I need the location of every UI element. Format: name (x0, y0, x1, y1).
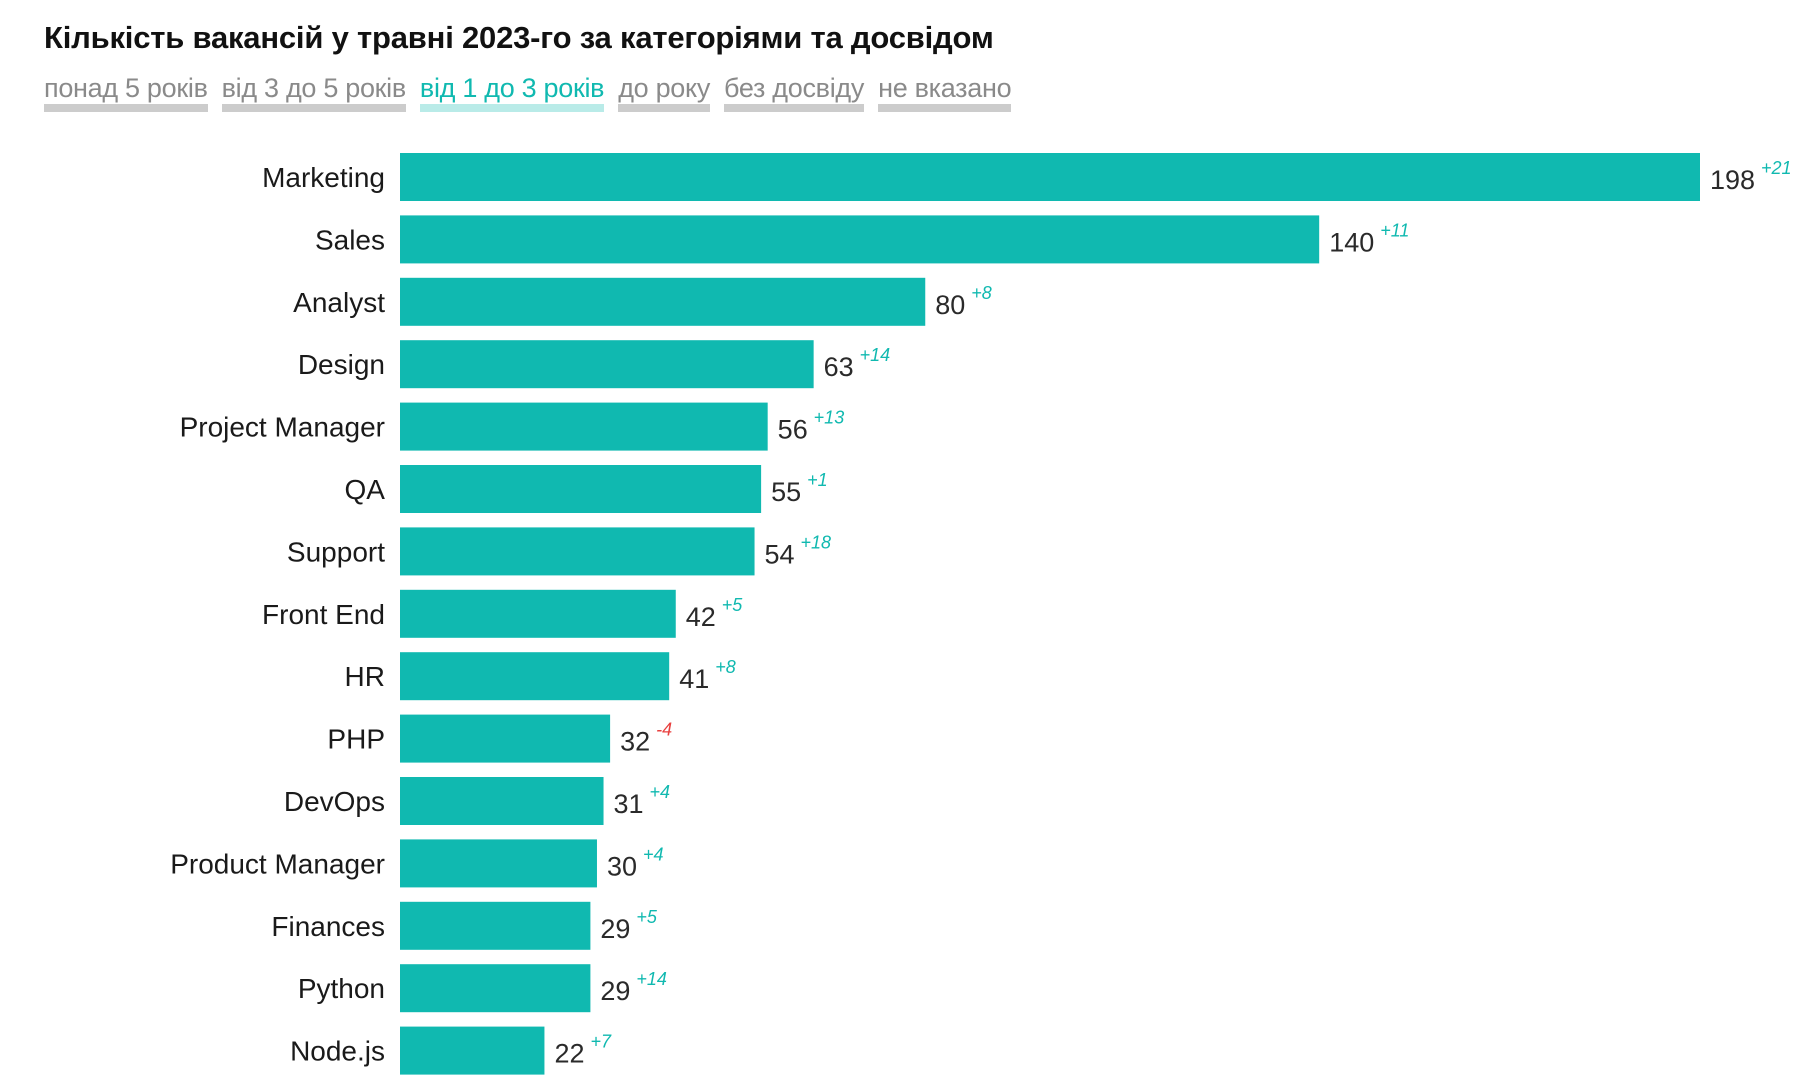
bar-php (400, 714, 611, 763)
category-label: DevOps (284, 786, 385, 817)
chart-title: Кількість вакансій у травні 2023-го за к… (44, 20, 994, 55)
bar-design (400, 340, 814, 389)
value-label: 32 (620, 727, 650, 757)
tab-1-to-3-years[interactable]: від 1 до 3 років (419, 74, 605, 113)
value-label: 22 (554, 1039, 584, 1069)
bar-node-js (400, 1026, 545, 1075)
value-label: 31 (614, 789, 644, 819)
value-label: 140 (1329, 227, 1374, 257)
bar-product-manager (400, 839, 597, 888)
category-label: Project Manager (180, 412, 385, 443)
delta-label: +14 (860, 345, 891, 365)
value-label: 42 (686, 602, 716, 632)
delta-label: +1 (807, 470, 828, 490)
delta-label: +8 (971, 283, 992, 303)
category-label: Analyst (293, 287, 385, 318)
experience-tabs: понад 5 років від 3 до 5 років від 1 до … (44, 74, 1012, 113)
value-label: 80 (935, 290, 965, 320)
delta-label: +21 (1761, 158, 1792, 178)
category-label: HR (345, 661, 385, 692)
bar-marketing (400, 153, 1700, 201)
tab-over-5-years[interactable]: понад 5 років (44, 74, 208, 113)
tab-under-1-year[interactable]: до року (618, 74, 710, 113)
bar-qa (400, 465, 762, 513)
delta-label: +14 (636, 969, 667, 989)
tab-no-experience[interactable]: без досвіду (724, 74, 864, 113)
category-label: Node.js (290, 1036, 385, 1067)
category-label: PHP (327, 724, 385, 755)
category-label: Design (298, 349, 385, 380)
bar-analyst (400, 277, 926, 326)
category-label: Marketing (262, 162, 385, 193)
category-label: Product Manager (170, 848, 385, 879)
category-label: QA (345, 474, 386, 505)
bar-support (400, 527, 755, 576)
category-label: Python (298, 973, 385, 1004)
value-label: 63 (824, 352, 854, 382)
value-label: 56 (778, 415, 808, 445)
value-label: 55 (771, 477, 801, 507)
bar-python (400, 964, 591, 1013)
bar-hr (400, 652, 670, 701)
value-label: 41 (679, 664, 709, 694)
delta-label: +5 (636, 907, 658, 927)
delta-label: -4 (656, 720, 672, 740)
bar-front-end (400, 589, 676, 638)
category-label: Front End (262, 599, 385, 630)
delta-label: +18 (801, 532, 832, 552)
value-label: 29 (600, 976, 630, 1006)
value-label: 30 (607, 851, 637, 881)
tab-3-to-5-years[interactable]: від 3 до 5 років (221, 74, 406, 113)
value-label: 198 (1710, 165, 1755, 195)
delta-label: +11 (1380, 220, 1409, 240)
delta-label: +4 (643, 844, 664, 864)
category-label: Sales (315, 224, 385, 255)
delta-label: +8 (715, 657, 736, 677)
delta-label: +5 (722, 595, 744, 615)
category-label: Support (287, 536, 385, 567)
bar-project-manager (400, 402, 768, 451)
delta-label: +7 (590, 1032, 612, 1052)
delta-label: +13 (814, 408, 845, 428)
bar-finances (400, 901, 591, 950)
category-label: Finances (271, 911, 385, 942)
tab-not-specified[interactable]: не вказано (878, 74, 1012, 113)
bar-devops (400, 777, 604, 825)
delta-label: +4 (650, 782, 671, 802)
bar-sales (400, 215, 1320, 264)
value-label: 54 (765, 539, 795, 569)
value-label: 29 (600, 914, 630, 944)
